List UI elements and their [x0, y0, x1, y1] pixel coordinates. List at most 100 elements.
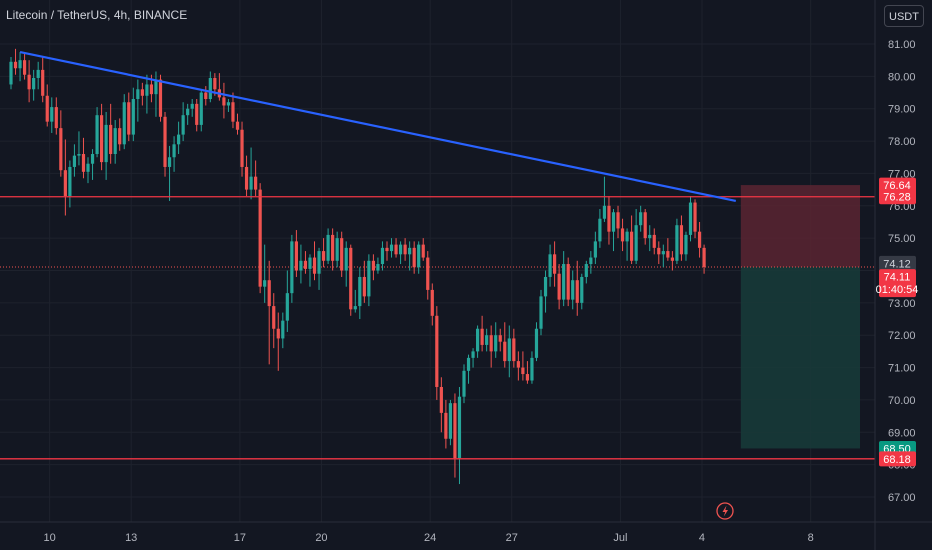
- candle[interactable]: [385, 241, 389, 261]
- candle[interactable]: [22, 53, 27, 80]
- candle[interactable]: [611, 209, 616, 252]
- candle[interactable]: [258, 183, 262, 294]
- currency-button[interactable]: USDT: [884, 5, 924, 27]
- candle[interactable]: [620, 218, 625, 252]
- candle[interactable]: [639, 205, 643, 232]
- candle[interactable]: [353, 289, 357, 313]
- candle[interactable]: [317, 247, 321, 290]
- horizontal-levels[interactable]: [0, 196, 875, 460]
- candle[interactable]: [145, 74, 149, 114]
- candle[interactable]: [136, 79, 140, 122]
- candle[interactable]: [285, 270, 289, 332]
- candle[interactable]: [321, 238, 326, 268]
- candle[interactable]: [485, 328, 489, 352]
- candle[interactable]: [63, 139, 67, 216]
- candle[interactable]: [249, 147, 253, 200]
- take-profit-zone[interactable]: [740, 266, 860, 449]
- candle[interactable]: [90, 149, 95, 180]
- candle[interactable]: [666, 238, 670, 261]
- candle[interactable]: [222, 82, 226, 119]
- candle[interactable]: [457, 386, 462, 485]
- candle[interactable]: [512, 328, 516, 368]
- candle[interactable]: [217, 73, 221, 101]
- candle[interactable]: [675, 218, 679, 265]
- candle[interactable]: [697, 221, 702, 258]
- candle[interactable]: [448, 399, 453, 446]
- candle[interactable]: [480, 315, 484, 352]
- candle[interactable]: [181, 102, 185, 142]
- candle[interactable]: [466, 354, 471, 384]
- candle[interactable]: [589, 251, 593, 274]
- candle[interactable]: [267, 260, 271, 365]
- candle[interactable]: [18, 52, 22, 82]
- candle[interactable]: [290, 234, 294, 303]
- candle[interactable]: [661, 244, 665, 268]
- candle[interactable]: [177, 121, 181, 155]
- candle[interactable]: [684, 231, 688, 261]
- candle[interactable]: [72, 144, 77, 177]
- candle[interactable]: [235, 113, 240, 135]
- candle[interactable]: [281, 312, 285, 349]
- candle[interactable]: [507, 325, 511, 378]
- candle[interactable]: [349, 244, 353, 316]
- candle[interactable]: [557, 264, 561, 310]
- candle[interactable]: [95, 107, 99, 158]
- candle[interactable]: [580, 273, 584, 310]
- candle[interactable]: [376, 257, 380, 274]
- candle[interactable]: [186, 103, 190, 125]
- candle[interactable]: [326, 228, 330, 265]
- candle[interactable]: [394, 238, 398, 258]
- candle[interactable]: [630, 215, 634, 265]
- candle[interactable]: [41, 56, 45, 103]
- candle[interactable]: [417, 241, 421, 274]
- candle[interactable]: [131, 87, 135, 142]
- candle[interactable]: [27, 60, 31, 103]
- candle[interactable]: [122, 94, 126, 150]
- candle[interactable]: [435, 306, 439, 400]
- candle[interactable]: [530, 351, 534, 384]
- candle[interactable]: [312, 241, 317, 281]
- candle[interactable]: [59, 110, 63, 177]
- candle[interactable]: [9, 56, 13, 90]
- price-axis[interactable]: 81.0080.0079.0078.0077.0076.0075.0074.00…: [874, 0, 916, 550]
- candle[interactable]: [158, 74, 163, 122]
- candle[interactable]: [398, 241, 403, 265]
- candle[interactable]: [109, 103, 113, 164]
- candle[interactable]: [403, 238, 407, 261]
- candle[interactable]: [607, 196, 611, 245]
- candle[interactable]: [204, 86, 208, 106]
- candle[interactable]: [475, 325, 480, 358]
- candle[interactable]: [412, 241, 416, 274]
- candle[interactable]: [430, 283, 434, 326]
- candle[interactable]: [598, 209, 602, 248]
- candle[interactable]: [113, 120, 117, 164]
- trendline[interactable]: [19, 51, 737, 203]
- candle[interactable]: [340, 231, 344, 277]
- candle[interactable]: [167, 145, 172, 201]
- candle[interactable]: [670, 251, 674, 271]
- candle[interactable]: [503, 322, 507, 368]
- candle[interactable]: [190, 99, 194, 117]
- candle[interactable]: [688, 196, 693, 242]
- candle[interactable]: [371, 254, 375, 281]
- candle[interactable]: [516, 351, 520, 381]
- trendline-line[interactable]: [19, 51, 737, 203]
- candle[interactable]: [652, 228, 656, 255]
- candle[interactable]: [45, 84, 49, 127]
- candle[interactable]: [163, 111, 167, 177]
- candle[interactable]: [208, 71, 212, 103]
- candle[interactable]: [344, 241, 348, 287]
- candle[interactable]: [199, 89, 203, 132]
- candle[interactable]: [226, 99, 231, 112]
- candle[interactable]: [534, 322, 539, 362]
- candle[interactable]: [303, 251, 308, 274]
- candle[interactable]: [421, 238, 425, 261]
- candle[interactable]: [616, 205, 620, 239]
- candle[interactable]: [299, 244, 303, 284]
- candle[interactable]: [543, 270, 548, 313]
- candles[interactable]: [9, 48, 706, 485]
- candle[interactable]: [566, 257, 570, 307]
- lightning-icon[interactable]: [716, 502, 734, 520]
- candle[interactable]: [263, 244, 267, 303]
- candle[interactable]: [521, 351, 525, 381]
